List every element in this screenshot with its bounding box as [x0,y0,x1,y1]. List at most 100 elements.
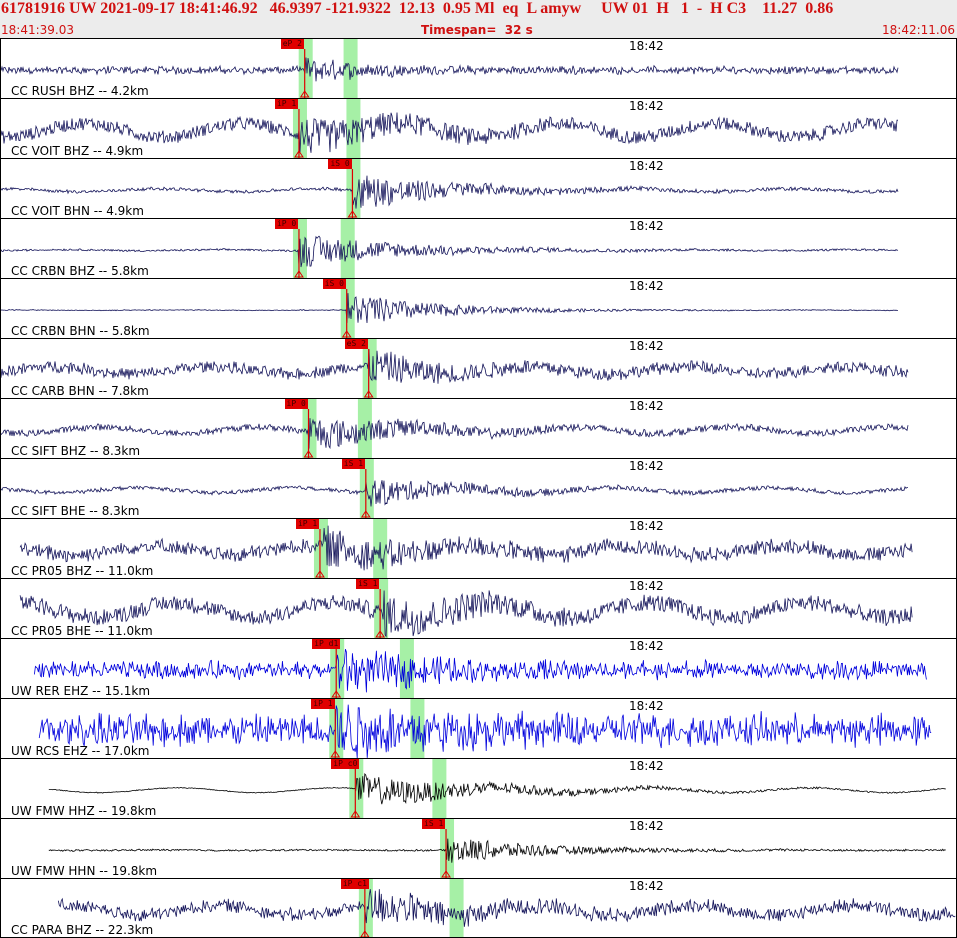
waveform-plot [48,759,946,818]
seismic-trace [1,418,909,450]
pick-triangle-icon [331,690,342,698]
pick-label[interactable]: iP 1 [274,99,299,109]
station-label: CC CRBN BHN -- 5.8km [11,324,150,338]
waveform-plot [1,99,898,158]
waveform-plot [1,399,909,458]
pick-label[interactable]: eP 2 [280,39,304,49]
seismic-trace [34,649,927,693]
station-label: CC PARA BHZ -- 22.3km [11,923,154,937]
time-label: 18:42 [629,99,664,113]
waveform-plot [34,639,927,698]
end-time: 18:42:11.06 [882,23,955,37]
time-label: 18:42 [629,399,664,413]
pick-label[interactable]: iS 1 [422,819,446,829]
trace-panel[interactable]: 18:42 eP 2 CC RUSH BHZ -- 4.2km [0,38,957,98]
pick-triangle-icon [303,450,314,458]
trace-panel[interactable]: 18:42 iP 1 CC VOIT BHZ -- 4.9km [0,98,957,158]
station-label: UW RCS EHZ -- 17.0km [11,744,150,758]
pick-label[interactable]: iP 1 [295,519,320,529]
time-label: 18:42 [629,759,664,773]
station-label: UW RER EHZ -- 15.1km [11,684,151,698]
time-label: 18:42 [629,519,664,533]
seismic-trace [57,889,956,927]
pick-label[interactable]: iP c1 [340,879,369,889]
station-label: CC RUSH BHZ -- 4.2km [11,84,149,98]
time-label: 18:42 [629,579,664,593]
pick-triangle-icon [360,930,370,937]
pick-triangle-icon [294,270,304,278]
pick-triangle-icon [350,810,361,818]
pick-label[interactable]: iP d1 [312,639,341,649]
trace-panel[interactable]: 18:42 iS 1 CC SIFT BHE -- 8.3km [0,458,957,518]
seismic-trace [48,773,946,805]
time-label: 18:42 [629,339,664,353]
timespan-label: Timespan= 32 s [421,23,533,37]
pick-label[interactable]: iP 0 [274,219,299,229]
trace-panel[interactable]: 18:42 iS 0 CC CRBN BHN -- 5.8km [0,278,957,338]
pick-label[interactable]: iP 1 [311,699,335,709]
pick-triangle-icon [299,90,310,98]
pick-label[interactable]: iP 0 [284,399,308,409]
waveform-plot [1,219,899,278]
station-label: UW FMW HHN -- 19.8km [11,864,158,878]
station-label: UW FMW HHZ -- 19.8km [11,804,157,818]
station-label: CC SIFT BHZ -- 8.3km [11,444,141,458]
trace-panel[interactable]: 18:42 iP 1 UW RCS EHZ -- 17.0km [0,698,957,758]
seismic-trace [1,480,908,507]
pick-triangle-icon [347,210,358,218]
time-label: 18:42 [629,39,664,53]
time-label: 18:42 [629,159,664,173]
pick-triangle-icon [441,870,451,878]
trace-panel[interactable]: 18:42 iP d1 UW RER EHZ -- 15.1km [0,638,957,698]
pick-window [399,639,414,698]
pick-triangle-icon [375,630,386,638]
station-label: CC VOIT BHN -- 4.9km [11,204,144,218]
seismic-trace [38,704,932,758]
waveform-plot [48,819,946,878]
pick-window [449,879,464,937]
pick-triangle-icon [360,510,371,518]
pick-window [330,639,345,698]
start-time: 18:41:39.03 [1,23,74,37]
header-bar: 61781916 UW 2021-09-17 18:41:46.92 46.93… [0,0,957,39]
trace-panel[interactable]: 18:42 iS 0 CC VOIT BHN -- 4.9km [0,158,957,218]
time-label: 18:42 [629,699,664,713]
pick-label[interactable]: iP c0 [331,759,360,769]
pick-label[interactable]: iS 1 [356,579,380,589]
trace-panel[interactable]: 18:42 iS 1 UW FMW HHN -- 19.8km [0,818,957,878]
station-label: CC CRBN BHZ -- 5.8km [11,264,149,278]
waveform-plot [19,579,913,638]
pick-window [432,759,447,818]
trace-panel[interactable]: 18:42 iP c0 UW FMW HHZ -- 19.8km [0,758,957,818]
waveform-plot [19,519,913,578]
trace-panel[interactable]: 18:42 eS 2 CC CARB BHN -- 7.8km [0,338,957,398]
pick-label[interactable]: eS 2 [344,339,368,349]
waveform-plot [1,339,909,398]
station-label: CC VOIT BHZ -- 4.9km [11,144,144,158]
station-label: CC CARB BHN -- 7.8km [11,384,149,398]
seismic-trace [1,349,909,384]
time-label: 18:42 [629,219,664,233]
pick-triangle-icon [315,570,325,578]
pick-window [343,39,358,98]
trace-panel[interactable]: 18:42 iP 0 CC CRBN BHZ -- 5.8km [0,218,957,278]
trace-panel[interactable]: 18:42 iS 1 CC PR05 BHE -- 11.0km [0,578,957,638]
pick-label[interactable]: iS 0 [322,279,346,289]
waveform-plot [1,39,899,98]
pick-triangle-icon [330,750,341,758]
pick-window [346,99,361,158]
trace-panel[interactable]: 18:42 iP c1 CC PARA BHZ -- 22.3km [0,878,957,938]
seismic-trace [1,235,899,268]
pick-label[interactable]: iS 0 [328,159,352,169]
trace-panel[interactable]: 18:42 iP 0 CC SIFT BHZ -- 8.3km [0,398,957,458]
time-label: 18:42 [629,819,664,833]
seismic-trace [1,112,898,153]
pick-triangle-icon [341,330,352,338]
time-label: 18:42 [629,879,664,893]
trace-panel[interactable]: 18:42 iP 1 CC PR05 BHZ -- 11.0km [0,518,957,578]
pick-label[interactable]: iS 1 [341,459,366,469]
waveform-plot [1,459,908,518]
seismic-trace [19,590,913,638]
time-label: 18:42 [629,279,664,293]
station-label: CC PR05 BHE -- 11.0km [11,624,153,638]
